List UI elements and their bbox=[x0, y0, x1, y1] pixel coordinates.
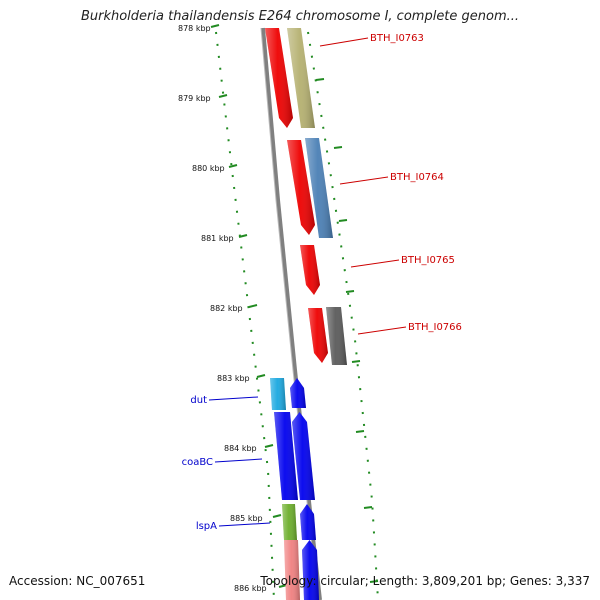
gene-label-leader bbox=[319, 37, 369, 47]
outer-ring-tick bbox=[363, 506, 373, 509]
gene-label-leader bbox=[350, 259, 400, 268]
gene-label-leader bbox=[208, 396, 259, 401]
ruler-tick bbox=[218, 94, 228, 98]
gene-feature-shading bbox=[308, 308, 328, 363]
ruler-label: 885 kbp bbox=[230, 514, 263, 523]
ruler-label: 878 kbp bbox=[178, 24, 211, 33]
gene-label[interactable]: dut bbox=[190, 395, 207, 406]
gene-feature-shading bbox=[282, 504, 297, 540]
gene-label-leader bbox=[218, 522, 271, 527]
ruler-label: 881 kbp bbox=[201, 234, 234, 243]
gene-label-leader bbox=[357, 326, 407, 335]
gene-feature-shading bbox=[292, 412, 315, 500]
gene-label-leader bbox=[214, 458, 263, 463]
ruler-label: 879 kbp bbox=[178, 94, 211, 103]
outer-ring-tick bbox=[345, 290, 355, 293]
gene-feature-shading bbox=[270, 378, 286, 410]
gene-feature-shading bbox=[300, 504, 316, 540]
map-title: Burkholderia thailandensis E264 chromoso… bbox=[80, 9, 520, 24]
outer-ring-tick bbox=[369, 580, 379, 583]
ruler-label: 884 kbp bbox=[224, 444, 257, 453]
ruler-label: 882 kbp bbox=[210, 304, 243, 313]
ruler-tick bbox=[228, 164, 238, 168]
gene-feature-shading bbox=[300, 245, 320, 295]
ruler-tick bbox=[248, 304, 258, 308]
gene-feature-shading bbox=[287, 28, 315, 128]
gene-feature-shading bbox=[305, 138, 333, 238]
ruler-tick bbox=[256, 374, 266, 378]
outer-ring-tick bbox=[338, 219, 348, 222]
gene-label[interactable]: BTH_I0764 bbox=[390, 172, 444, 183]
outer-tick-ring bbox=[307, 31, 379, 600]
outer-ring-tick bbox=[351, 360, 361, 363]
gene-label[interactable]: BTH_I0766 bbox=[408, 322, 462, 333]
ruler-tick bbox=[264, 444, 274, 448]
outer-ring-tick bbox=[333, 146, 343, 149]
ruler-tick bbox=[272, 514, 282, 518]
gene-feature-shading bbox=[326, 307, 347, 365]
gene-label[interactable]: coaBC bbox=[182, 457, 213, 468]
accession-text: Accession: NC_007651 bbox=[9, 574, 146, 588]
outer-ring-tick bbox=[355, 430, 365, 433]
topology-summary: Topology: circular; Length: 3,809,201 bp… bbox=[260, 574, 590, 588]
gene-label-leader bbox=[339, 176, 389, 185]
gene-label[interactable]: BTH_I0765 bbox=[401, 255, 455, 266]
gene-label[interactable]: lspA bbox=[196, 521, 217, 532]
ruler-label: 880 kbp bbox=[192, 164, 225, 173]
ruler-tick bbox=[210, 24, 220, 28]
ruler-tick bbox=[238, 234, 248, 238]
outer-ring-tick bbox=[315, 78, 325, 81]
gene-feature-shading bbox=[290, 378, 306, 408]
gene-feature-shading bbox=[274, 412, 298, 500]
gene-feature-shading bbox=[284, 540, 300, 600]
ruler-label: 883 kbp bbox=[217, 374, 250, 383]
ruler-label: 886 kbp bbox=[234, 584, 267, 593]
gene-feature-shading bbox=[265, 28, 293, 128]
gene-feature-shading bbox=[302, 540, 319, 600]
gene-feature-shading bbox=[287, 140, 315, 235]
gene-label[interactable]: BTH_I0763 bbox=[370, 33, 424, 44]
